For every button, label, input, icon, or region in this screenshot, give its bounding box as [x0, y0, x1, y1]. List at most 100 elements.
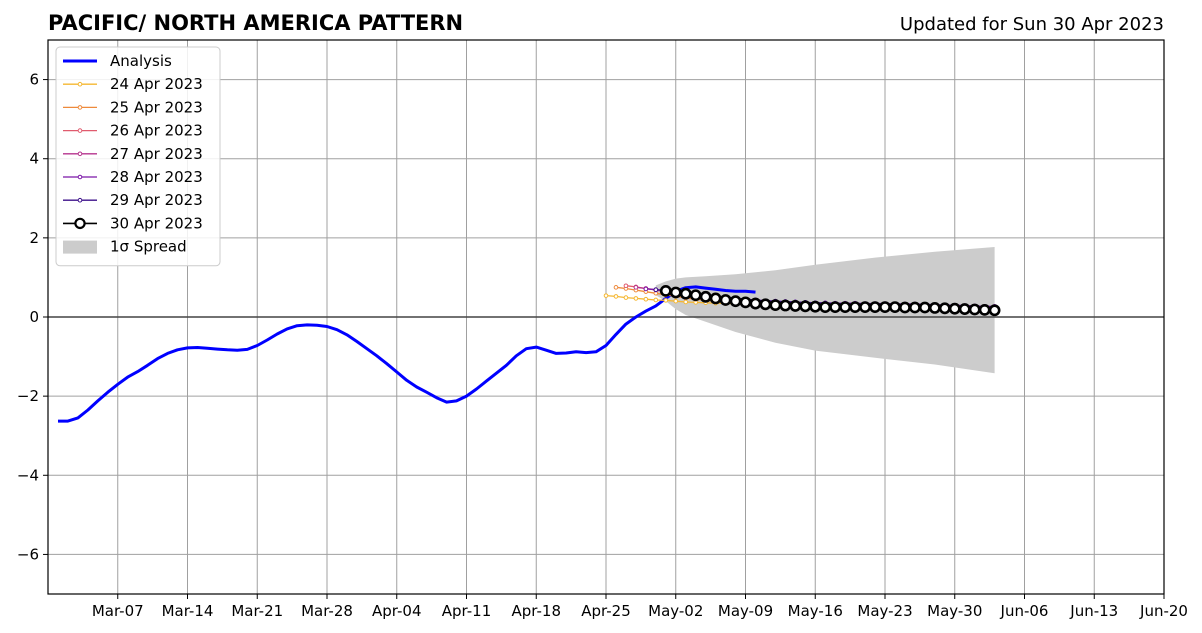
forecast-point	[643, 286, 649, 292]
forecast-point	[653, 297, 659, 303]
axes-frame	[47, 39, 1165, 595]
forecast-main-point	[759, 298, 772, 311]
forecast-main-point	[679, 287, 692, 300]
forecast-point	[613, 285, 619, 290]
legend-label: 30 Apr 2023	[110, 214, 203, 232]
legend-item: 29 Apr 2023	[63, 191, 203, 209]
legend-label: 28 Apr 2023	[110, 168, 203, 186]
legend-swatch	[63, 240, 97, 254]
forecast-main-point	[809, 300, 822, 313]
forecast-main-point	[699, 290, 712, 303]
forecast-main-point	[908, 301, 921, 314]
forecast-main-point	[918, 301, 931, 314]
forecast-main-point	[859, 301, 871, 314]
legend-label: 25 Apr 2023	[110, 98, 203, 116]
x-tick-label: Mar-28	[301, 602, 353, 620]
legend-marker	[77, 174, 83, 180]
legend-label: 29 Apr 2023	[110, 191, 203, 209]
y-tick-label: 0	[29, 308, 39, 326]
forecast-point	[673, 298, 679, 304]
x-tick-label: Jun-20	[1139, 602, 1188, 620]
y-tick-label: 4	[29, 150, 39, 168]
x-tick-label: May-30	[927, 602, 982, 620]
chart-subtitle: Updated for Sun 30 Apr 2023	[900, 14, 1164, 35]
forecast-main-point	[789, 300, 802, 312]
forecast-main-point	[889, 301, 901, 314]
legend-item: 27 Apr 2023	[63, 145, 203, 163]
forecast-point	[683, 299, 689, 305]
forecast-main-point	[869, 301, 881, 314]
legend-marker	[77, 128, 83, 133]
forecast-point	[623, 295, 629, 300]
x-tick-label: Apr-04	[372, 602, 422, 620]
x-tick-label: Jun-06	[1000, 602, 1049, 620]
forecast-main-point	[779, 299, 792, 312]
legend-item: 26 Apr 2023	[63, 122, 203, 140]
forecast-point	[623, 283, 629, 289]
legend-marker	[77, 197, 83, 203]
y-tick-label: 2	[29, 229, 39, 247]
legend-item: 28 Apr 2023	[63, 168, 203, 186]
x-tick-label: Mar-07	[92, 602, 144, 620]
x-tick-label: Mar-14	[162, 602, 214, 620]
forecast-point	[653, 287, 659, 292]
x-tick-label: May-09	[718, 602, 773, 620]
legend-label: 24 Apr 2023	[110, 75, 203, 93]
forecast-main-point	[938, 302, 951, 315]
forecast-main-point	[968, 303, 981, 316]
legend-item: Analysis	[63, 52, 172, 70]
x-tick-label: Jun-13	[1069, 602, 1118, 620]
forecast-main-point	[948, 302, 961, 315]
y-tick-label: 6	[29, 71, 39, 89]
forecast-main-point	[978, 303, 991, 316]
legend-marker	[77, 81, 83, 87]
legend-item: 25 Apr 2023	[63, 98, 203, 116]
x-tick-label: May-02	[648, 602, 703, 620]
forecast-point	[633, 285, 639, 290]
forecast-main-point	[988, 304, 1001, 317]
forecast-main-point	[729, 295, 742, 308]
legend-label: 26 Apr 2023	[110, 122, 203, 140]
legend-item: 24 Apr 2023	[63, 75, 203, 93]
y-tick-label: −2	[17, 387, 39, 405]
forecast-main-point	[819, 301, 832, 314]
x-tick-label: Mar-21	[231, 602, 283, 620]
forecast-main-point	[709, 292, 722, 305]
forecast-main-point	[899, 301, 911, 314]
legend: Analysis 24 Apr 2023 25 Apr 2023 26 Apr 202…	[55, 46, 221, 267]
forecast-main-point	[958, 303, 971, 315]
plot-area: Mar-07 Mar-14 Mar-21 Mar-28 Apr-04 Apr-11 Apr-…	[17, 39, 1188, 620]
x-tick-label: Apr-25	[581, 602, 631, 620]
legend-item: 30 Apr 2023	[63, 214, 203, 232]
analysis-line	[58, 285, 756, 423]
forecast-main-point	[849, 301, 862, 314]
forecast-main-point	[769, 299, 782, 312]
forecast-point	[633, 296, 639, 301]
legend-item: 1σ Spread	[63, 238, 187, 256]
legend-marker	[77, 151, 83, 157]
legend-label: 27 Apr 2023	[110, 145, 203, 163]
forecast-point	[663, 298, 669, 303]
legend-label: 1σ Spread	[110, 238, 187, 256]
x-tick-label: May-23	[857, 602, 912, 620]
forecast-main-point	[839, 301, 852, 314]
y-tick-label: −6	[17, 545, 39, 563]
forecast-point	[603, 293, 609, 298]
legend-box	[55, 46, 221, 267]
forecast-main-point	[829, 301, 842, 314]
forecast-main-point	[659, 284, 672, 297]
forecast-main-point	[719, 294, 732, 306]
forecast-main-point	[689, 289, 702, 302]
forecast-main-point	[928, 301, 941, 314]
x-tick-label: Apr-11	[442, 602, 492, 620]
forecast-main-point	[739, 296, 752, 309]
forecast-point	[643, 296, 649, 302]
legend-marker	[74, 217, 86, 230]
legend-label: Analysis	[110, 52, 172, 70]
chart-title: PACIFIC/ NORTH AMERICA PATTERN	[48, 11, 463, 35]
forecast-main-point	[879, 301, 891, 314]
legend-marker	[77, 105, 83, 110]
forecast-point	[613, 294, 619, 299]
series-group	[58, 283, 1001, 423]
